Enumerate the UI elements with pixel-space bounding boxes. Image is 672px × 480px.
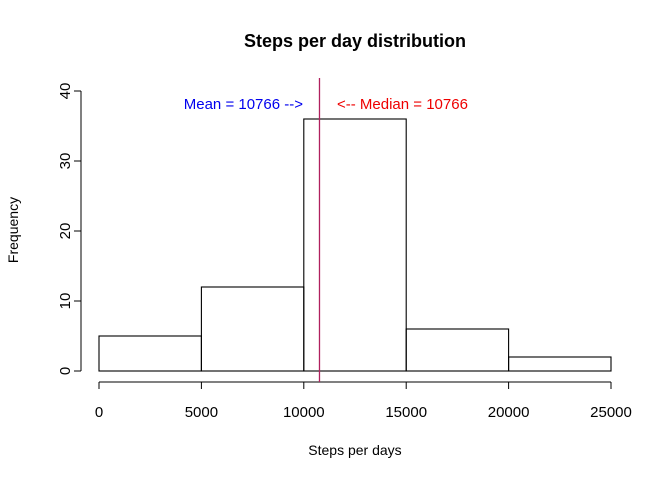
y-axis-label: Frequency <box>5 197 21 263</box>
histogram-bar-4 <box>508 356 612 372</box>
y-tick-label-0: 0 <box>57 367 74 375</box>
mean-annotation: Mean = 10766 --> <box>184 96 303 113</box>
y-tick-label-4: 40 <box>57 83 74 100</box>
y-tick-label-1: 10 <box>57 293 74 310</box>
x-tick-label-2: 10000 <box>283 404 325 421</box>
chart-title: Steps per day distribution <box>244 31 466 51</box>
median-annotation: <-- Median = 10766 <box>337 96 468 113</box>
x-tick-label-4: 20000 <box>488 404 530 421</box>
histogram-bar-1 <box>200 286 305 372</box>
histogram-bar-3 <box>405 328 510 372</box>
x-tick-label-5: 25000 <box>590 404 632 421</box>
histogram-bar-0 <box>98 335 202 372</box>
y-tick-label-2: 20 <box>57 223 74 240</box>
y-axis: 0 10 20 30 40 <box>57 83 82 375</box>
x-tick-label-1: 5000 <box>185 404 218 421</box>
y-tick-label-3: 30 <box>57 153 74 170</box>
x-axis-label: Steps per days <box>308 442 401 458</box>
x-tick-label-0: 0 <box>95 404 103 421</box>
histogram-bars <box>98 118 612 372</box>
histogram-bar-2 <box>303 118 407 372</box>
x-axis: 0 5000 10000 15000 20000 25000 <box>95 381 632 421</box>
x-tick-label-3: 15000 <box>385 404 427 421</box>
